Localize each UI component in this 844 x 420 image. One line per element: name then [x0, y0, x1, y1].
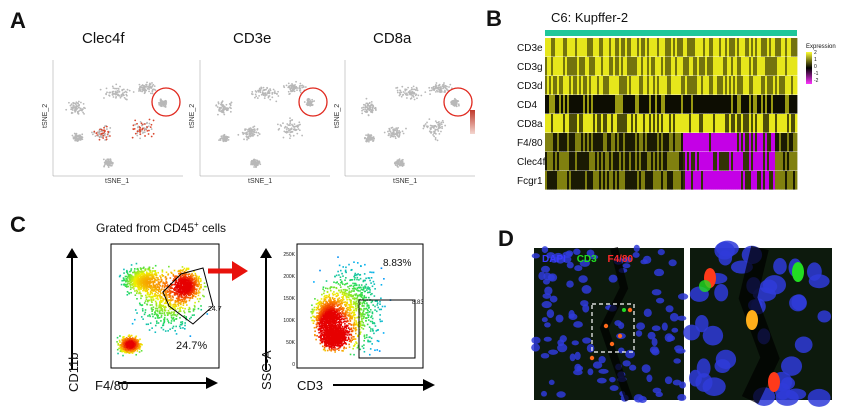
plot-title-clec4f: Clec4f — [82, 30, 125, 47]
gene-label-cd3e: CD3e — [517, 43, 543, 54]
micrograph-overview — [531, 244, 689, 404]
flow1-xlabel: F4/80 — [95, 378, 129, 393]
ylabel-arrow-2 — [260, 248, 272, 370]
gene-label-fcgr1: Fcgr1 — [517, 176, 543, 187]
axis-x-3: tSNE_1 — [393, 178, 418, 185]
gene-label-clec4f: Clec4f — [517, 157, 546, 168]
panel-b-letter: B — [486, 6, 502, 31]
gene-label-cd3d: CD3d — [517, 81, 543, 92]
tsne-plot-clec4f — [52, 60, 183, 177]
axis-x-2: tSNE_1 — [248, 178, 273, 185]
gene-label-cd4: CD4 — [517, 100, 538, 111]
panel-a-letter: A — [10, 8, 26, 33]
axis-x-1: tSNE_1 — [105, 178, 130, 185]
legend-tick-m1: -1 — [814, 71, 819, 77]
stain-labels: DAPI CD3 F4/80 — [542, 254, 634, 265]
flow1-big-pct: 24.7% — [176, 340, 208, 352]
plot-title-cd3e: CD3e — [233, 30, 272, 47]
cluster-bar — [545, 30, 797, 36]
legend-colorbar — [806, 52, 812, 84]
flow2-big-pct: 8.83% — [383, 258, 412, 269]
gating-subtitle: Grated from CD45+ cells — [96, 220, 227, 235]
gate-transfer-arrow — [208, 261, 248, 281]
legend-title: Expression — [806, 44, 836, 50]
legend-tick-0: 0 — [814, 64, 817, 70]
ylabel-arrow-1 — [66, 248, 78, 370]
tsne-plot-cd8a — [344, 60, 475, 177]
xlabel-arrow-1 — [118, 377, 218, 389]
flow1-gate-pct: 24.7 — [208, 306, 222, 313]
expression-heatmap — [545, 38, 798, 190]
axis-y-3: tSNE_2 — [334, 103, 341, 128]
flow2-gate-pct: 8.83 — [412, 300, 424, 306]
panel-c-letter: C — [10, 212, 26, 237]
flow2-xlabel: CD3 — [297, 378, 324, 393]
gene-label-f480: F4/80 — [517, 138, 543, 149]
legend-tick-2: 2 — [814, 50, 817, 56]
axis-y-1: tSNE_2 — [42, 103, 49, 128]
plot-title-cd8a: CD8a — [373, 30, 412, 47]
axis-y-2: tSNE_2 — [189, 103, 196, 128]
legend-tick-m2: -2 — [814, 78, 819, 84]
flow2-yticks: 250K 200K 150K 100K 50K 0 — [283, 252, 295, 368]
micrograph-zoom — [683, 240, 832, 407]
xlabel-arrow-2 — [333, 379, 435, 391]
flow2-ylabel: SSC-A — [259, 350, 274, 390]
gene-label-cd8a: CD8a — [517, 119, 543, 130]
gene-label-cd3g: CD3g — [517, 62, 543, 73]
flow1-ylabel: CD11b — [66, 352, 81, 392]
cluster-label: C6: Kupffer-2 — [551, 10, 629, 25]
panel-d-letter: D — [498, 226, 514, 251]
legend-tick-1: 1 — [814, 57, 817, 63]
tsne-plot-cd3e — [199, 60, 330, 177]
flow-plot-cd3-ssca — [296, 243, 424, 369]
flow-plot-f480-cd11b — [110, 243, 220, 369]
